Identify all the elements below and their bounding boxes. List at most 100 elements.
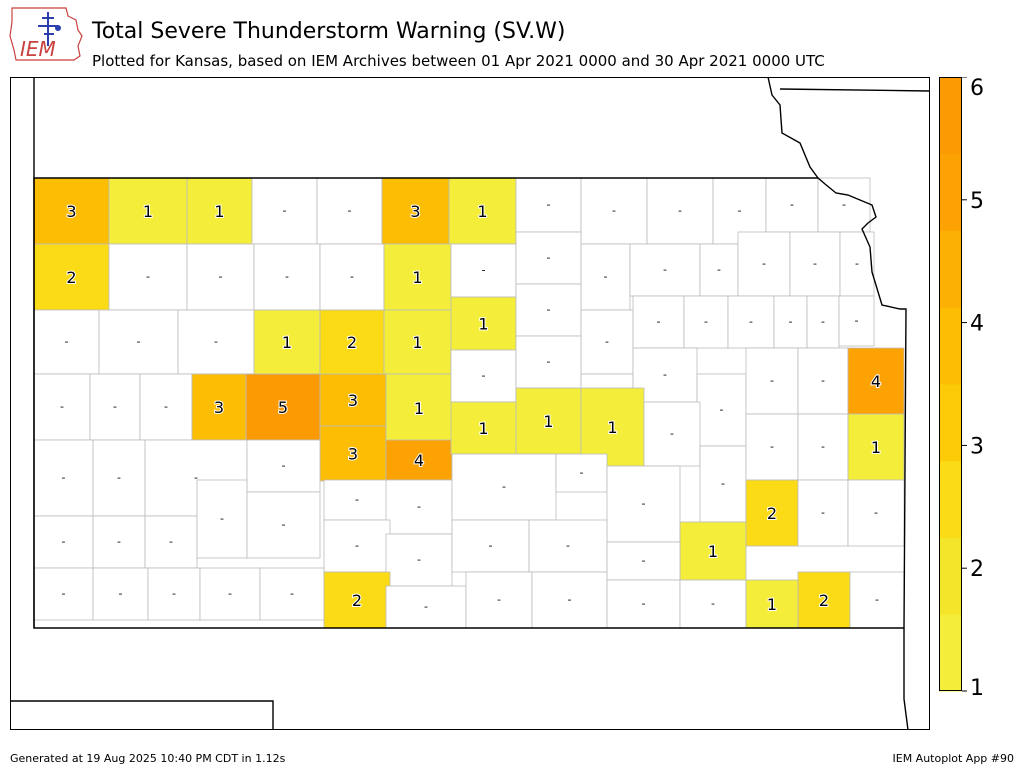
county-shape [451, 453, 557, 521]
county-shape [319, 425, 387, 482]
county: - [789, 231, 841, 297]
county-shape [679, 521, 747, 581]
county-value-label: - [119, 587, 123, 600]
county: 2 [323, 571, 391, 629]
county-value-label: - [749, 315, 753, 328]
county-value-label: - [770, 374, 774, 387]
colorbar-frame [939, 77, 962, 691]
county: - [196, 479, 248, 559]
county-value-label: - [874, 506, 878, 519]
county: - [144, 439, 248, 517]
county-value-label: - [194, 471, 198, 484]
county-shape [838, 295, 875, 347]
colorbar-band [939, 153, 962, 231]
county-value-label: 1 [214, 202, 224, 221]
county: - [253, 243, 321, 311]
colorbar-band [939, 614, 962, 692]
county: 2 [745, 479, 799, 547]
kansas-county-map: 3 1 1 - - 3 1 - - - - - - 2 - - - - 1 - - - - - - - - - - - 1 2 1 1 - - - - - -… [10, 77, 930, 730]
county: 1 [450, 296, 517, 351]
county-shape [849, 571, 905, 629]
county-value-label: - [670, 427, 674, 440]
county-value-label: - [497, 593, 501, 606]
colorbar-tick-label: 3 [970, 434, 984, 459]
county-shape [251, 177, 318, 245]
county: 1 [383, 243, 452, 311]
county: - [515, 177, 582, 233]
county-shape [580, 309, 634, 375]
county-value-label: - [220, 512, 224, 525]
county-value-label: 5 [278, 398, 288, 417]
missouri-border [903, 628, 909, 730]
county: - [773, 295, 808, 349]
county-shape [745, 479, 799, 547]
county-value-label: 3 [66, 202, 76, 221]
county: 2 [33, 243, 110, 311]
county-shape [186, 243, 255, 311]
county: 1 [383, 309, 452, 375]
county: 1 [108, 177, 188, 245]
county-shape [319, 309, 385, 375]
county-value-label: - [62, 587, 66, 600]
county-shape [98, 309, 179, 375]
county-value-label: - [678, 204, 682, 217]
county: - [515, 231, 582, 285]
county: - [323, 519, 391, 573]
county-value-label: - [821, 315, 825, 328]
county-shape [245, 373, 321, 441]
county-value-label: - [355, 539, 359, 552]
county: 2 [797, 571, 851, 629]
colorbar-band [939, 77, 962, 155]
county-shape [847, 347, 905, 415]
county-shape [789, 231, 841, 297]
county: 1 [385, 373, 453, 443]
iowa-border [779, 88, 930, 92]
county-shape [147, 567, 201, 621]
county-shape [679, 579, 747, 629]
county-shape [448, 177, 517, 245]
county: - [806, 295, 840, 349]
county: - [838, 295, 875, 347]
county-shape [139, 373, 193, 441]
county-value-label: - [417, 553, 421, 566]
county: - [696, 373, 747, 447]
county: - [699, 445, 747, 523]
county-shape [33, 567, 94, 621]
colorbar-tick-label: 1 [970, 676, 984, 697]
colorbar-tick-label: 2 [970, 557, 984, 582]
county-shape [745, 579, 799, 629]
county-value-label: 1 [708, 542, 718, 561]
county-value-label: 1 [543, 412, 553, 431]
county-value-label: - [704, 315, 708, 328]
county: - [177, 309, 255, 375]
county: - [531, 571, 608, 629]
county-shape [745, 347, 799, 415]
county-shape [606, 541, 681, 581]
iem-logo: IEM [9, 7, 83, 61]
map-subtitle: Plotted for Kansas, based on IEM Archive… [92, 52, 825, 70]
county-shape [196, 479, 248, 559]
county: - [92, 567, 149, 621]
county-value-label: 1 [412, 333, 422, 352]
county: - [817, 177, 871, 233]
county-shape [515, 177, 582, 233]
county-shape [259, 567, 325, 621]
county: - [797, 479, 849, 547]
county-value-label: - [482, 264, 486, 277]
county: - [33, 373, 91, 441]
county: 1 [186, 177, 253, 245]
county-shape [773, 295, 808, 349]
county-shape [555, 453, 608, 493]
county-shape [606, 579, 681, 629]
county-value-label: 3 [214, 398, 224, 417]
county: - [629, 243, 701, 297]
county-value-label: 1 [143, 202, 153, 221]
county: - [643, 401, 701, 467]
county: - [683, 295, 729, 349]
county-shape [385, 479, 453, 535]
county: - [139, 373, 193, 441]
colorbar-band [939, 307, 962, 385]
county-value-label: 2 [352, 591, 362, 610]
county: 1 [679, 521, 747, 581]
county-value-label: - [169, 535, 173, 548]
